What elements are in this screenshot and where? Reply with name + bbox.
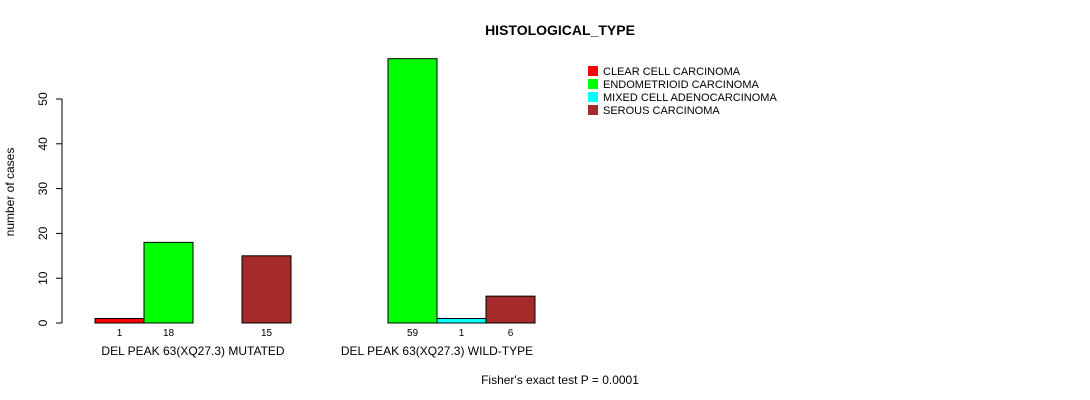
legend-swatch-clear-cell-carcinoma — [588, 66, 598, 76]
bar-clear-cell-carcinoma — [94, 318, 145, 324]
y-tick-label: 10 — [36, 271, 50, 285]
y-tick-label: 30 — [36, 182, 50, 196]
bar-value-label: 1 — [117, 328, 123, 339]
category-label: DEL PEAK 63(XQ27.3) MUTATED — [101, 344, 284, 358]
bar-value-label: 15 — [261, 328, 273, 339]
bar-endometrioid-carcinoma — [143, 241, 194, 324]
y-axis-label: number of cases — [3, 148, 17, 237]
legend-label: SEROUS CARCINOMA — [603, 105, 720, 117]
bar-endometrioid-carcinoma — [387, 58, 438, 324]
bars — [94, 58, 536, 324]
legend-swatch-serous-carcinoma — [588, 105, 598, 115]
legend-swatch-endometrioid-carcinoma — [588, 79, 598, 89]
chart-title: HISTOLOGICAL_TYPE — [485, 22, 635, 38]
bar-value-label: 1 — [459, 328, 465, 339]
y-tick-label: 0 — [36, 319, 50, 326]
y-tick-label: 50 — [36, 92, 50, 106]
bar-value-label: 18 — [163, 328, 175, 339]
y-tick-label: 40 — [36, 137, 50, 151]
bar-value-label: 59 — [407, 328, 419, 339]
bar-serous-carcinoma — [485, 295, 536, 324]
legend-label: CLEAR CELL CARCINOMA — [603, 66, 741, 78]
fisher-test-footnote: Fisher's exact test P = 0.0001 — [481, 373, 639, 387]
bar-value-labels: 1 18 15 59 1 6 — [117, 328, 514, 339]
y-axis: 0 10 20 30 40 50 — [36, 92, 63, 326]
bar-value-label: 6 — [508, 328, 514, 339]
bar-serous-carcinoma — [241, 255, 292, 324]
bar-mixed-cell-adenocarcinoma — [436, 318, 487, 324]
category-labels: DEL PEAK 63(XQ27.3) MUTATED DEL PEAK 63(X… — [101, 344, 533, 358]
category-label: DEL PEAK 63(XQ27.3) WILD-TYPE — [341, 344, 533, 358]
legend-label: ENDOMETRIOID CARCINOMA — [603, 79, 760, 91]
legend-swatch-mixed-cell-adenocarcinoma — [588, 92, 598, 102]
legend-label: MIXED CELL ADENOCARCINOMA — [603, 92, 777, 104]
y-tick-label: 20 — [36, 226, 50, 240]
